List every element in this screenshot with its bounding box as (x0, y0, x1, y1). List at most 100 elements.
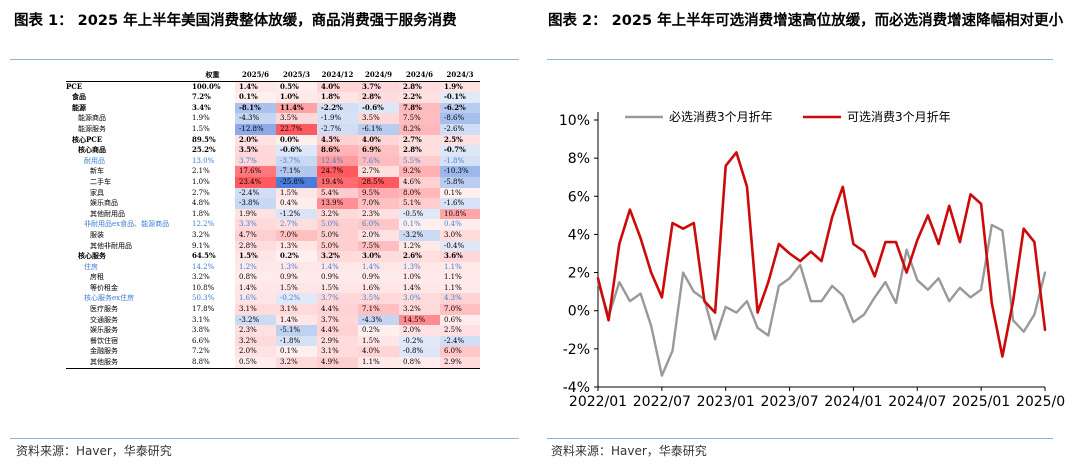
y-tick-label: 2% (568, 266, 590, 282)
row-weight: 3.2% (192, 230, 210, 239)
row-value-cell: 1.3% (276, 240, 317, 252)
row-value-cell: -8.6% (440, 113, 480, 124)
x-tick-label: 2022/07 (633, 394, 691, 410)
row-value-cell: 2.7% (276, 219, 317, 230)
table-row: 其他耐用品 1.8% 1.9% -1.2% 3.2% 2.3% -0.5% 10.8% (66, 208, 480, 220)
table-row: 耐用品 13.0% 3.7% -3.7% 12.4% 7.6% 5.5% -1.8% (66, 155, 480, 167)
table-row: 娱乐服务 3.8% 2.3% -5.1% 4.4% 0.2% 2.0% 2.5% (66, 325, 480, 336)
row-value-cell: 3.0% (399, 293, 440, 305)
row-value-cell: 1.1% (440, 272, 480, 283)
left-source-note: 资料来源：Haver，华泰研究 (16, 444, 172, 458)
left-title-rule (10, 59, 519, 60)
row-label: 医疗服务 (90, 305, 118, 314)
row-value-cell: 3.1% (317, 346, 358, 358)
header-period: 2024/6 (399, 70, 440, 82)
row-label: 非耐用品ex食品、能源商品 (84, 220, 170, 229)
row-weight: 2.7% (192, 188, 210, 197)
row-value-cell: 7.1% (358, 304, 399, 315)
row-value-cell: -25.8% (276, 176, 317, 188)
row-weight: 13.0% (192, 156, 215, 165)
row-weight: 4.8% (192, 199, 210, 208)
row-value-cell: -0.2% (276, 293, 317, 305)
row-value-cell: 0.4% (276, 198, 317, 209)
row-value-cell: 1.4% (399, 282, 440, 294)
row-label: 金融服务 (90, 347, 118, 356)
row-value-cell: 3.2% (276, 357, 317, 369)
row-value-cell: 3.2% (399, 304, 440, 315)
table-row: 其他服务 8.8% 0.5% 3.2% 4.9% 1.1% 0.8% 2.9% (66, 357, 480, 369)
row-value-cell: 7.8% (399, 102, 440, 114)
header-period: 2024/12 (317, 70, 358, 82)
table-row: 能源商品 1.9% -4.3% 3.5% -1.9% 3.5% 7.5% -8.6% (66, 113, 480, 124)
row-value-cell: -0.8% (399, 346, 440, 358)
row-value-cell: 4.5% (317, 134, 358, 146)
row-value-cell: -0.4% (440, 240, 480, 252)
row-value-cell: 3.5% (358, 113, 399, 124)
row-value-cell: 3.6% (440, 251, 480, 262)
row-value-cell: -0.7% (440, 145, 480, 156)
row-value-cell: -1.9% (317, 113, 358, 124)
row-value-cell: 1.5% (317, 282, 358, 294)
y-tick-label: 8% (568, 151, 590, 167)
row-value-cell: -8.1% (235, 102, 276, 114)
row-value-cell: -6.1% (358, 123, 399, 135)
table-row: 家具 2.7% -2.4% 1.5% 5.4% 9.5% 8.0% 0.1% (66, 187, 480, 199)
table-row: 住房 14.2% 1.2% 1.3% 1.4% 1.4% 1.3% 1.1% (66, 261, 480, 273)
row-value-cell: 0.1% (440, 187, 480, 199)
header-blank (66, 70, 190, 82)
row-value-cell: 4.7% (235, 229, 276, 241)
row-value-cell: 2.7% (358, 166, 399, 177)
x-tick-label: 2023/01 (697, 394, 755, 410)
row-value-cell: 2.2% (399, 92, 440, 103)
table-row: 核心PCE 89.5% 2.0% 0.0% 4.5% 4.0% 2.7% 2.5% (66, 134, 480, 146)
row-weight: 9.1% (192, 241, 210, 250)
row-value-cell: 1.6% (358, 282, 399, 294)
consumption-line-chart: 10% 8% 6% 4% 2% 0% -2% -4%2022/01 2022/07 2023/01… (559, 109, 1065, 410)
row-value-cell: 3.5% (235, 145, 276, 156)
row-value-cell: 1.8% (317, 92, 358, 103)
row-label: 其他耐用品 (90, 209, 125, 218)
row-value-cell: 2.9% (317, 335, 358, 347)
y-tick-label: 4% (568, 227, 590, 243)
row-value-cell: 0.2% (358, 325, 399, 336)
x-tick-label: 2022/01 (569, 394, 627, 410)
row-value-cell: 0.2% (276, 251, 317, 262)
table-row: 服装 3.2% 4.7% 7.0% 5.0% 2.0% -3.2% 3.0% (66, 229, 480, 241)
table-row: 核心商品 25.2% 3.5% -0.6% 8.6% 6.9% 2.8% -0.7% (66, 145, 480, 156)
row-label: 房租 (90, 273, 104, 282)
row-weight: 89.5% (192, 134, 216, 144)
row-weight: 10.8% (192, 283, 215, 292)
left-figure-title: 图表 1： 2025 年上半年美国消费整体放缓，商品消费强于服务消费 (14, 13, 457, 29)
row-value-cell: 10.8% (440, 208, 480, 220)
row-value-cell: 0.5% (235, 357, 276, 369)
row-value-cell: -3.8% (235, 198, 276, 209)
legend-label: 必选消费3个月折年 (669, 109, 773, 124)
row-value-cell: 19.4% (317, 176, 358, 188)
row-value-cell: 4.0% (358, 346, 399, 358)
row-value-cell: 9.2% (399, 166, 440, 177)
row-label: 服装 (90, 230, 104, 239)
table-row: 食品 7.2% 0.1% 1.0% 1.8% 2.8% 2.2% -0.1% (66, 92, 480, 103)
row-label: 二手车 (90, 177, 111, 186)
row-value-cell: 3.7% (235, 155, 276, 167)
row-value-cell: 1.3% (276, 261, 317, 273)
row-value-cell: 6.9% (358, 145, 399, 156)
table-row: 非耐用品ex食品、能源商品 12.2% 3.3% 2.7% 5.0% 6.0% 0.1% 0.… (66, 219, 480, 230)
row-value-cell: 0.9% (317, 272, 358, 283)
row-value-cell: 2.7% (399, 134, 440, 146)
row-value-cell: 3.5% (276, 113, 317, 124)
row-value-cell: 7.5% (358, 240, 399, 252)
row-value-cell: 1.1% (440, 261, 480, 273)
row-value-cell: 1.1% (358, 357, 399, 369)
table-row: 房租 3.2% 0.8% 0.9% 0.9% 0.9% 1.0% 1.1% (66, 272, 480, 283)
row-value-cell: -2.2% (317, 102, 358, 114)
row-value-cell: -5.1% (276, 325, 317, 336)
row-value-cell: 2.5% (440, 134, 480, 146)
row-weight: 50.3% (192, 294, 215, 303)
row-value-cell: 3.1% (235, 304, 276, 315)
row-value-cell: 3.3% (235, 219, 276, 230)
row-value-cell: 2.8% (235, 240, 276, 252)
row-value-cell: 1.5% (358, 335, 399, 347)
right-title-rule (547, 59, 1053, 60)
row-value-cell: 7.5% (399, 113, 440, 124)
